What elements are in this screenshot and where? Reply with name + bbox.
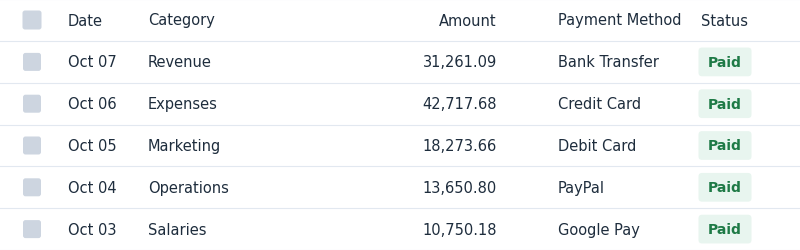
- FancyBboxPatch shape: [22, 12, 42, 30]
- FancyBboxPatch shape: [698, 48, 751, 77]
- Text: Revenue: Revenue: [148, 55, 212, 70]
- Text: Category: Category: [148, 14, 215, 28]
- Text: Paid: Paid: [708, 97, 742, 111]
- Text: Oct 05: Oct 05: [68, 138, 117, 154]
- Text: 13,650.80: 13,650.80: [422, 180, 497, 195]
- FancyBboxPatch shape: [23, 178, 41, 196]
- FancyBboxPatch shape: [698, 132, 751, 160]
- Text: Credit Card: Credit Card: [558, 97, 641, 112]
- FancyBboxPatch shape: [698, 173, 751, 202]
- Text: Paid: Paid: [708, 56, 742, 70]
- FancyBboxPatch shape: [23, 137, 41, 155]
- Text: Oct 07: Oct 07: [68, 55, 117, 70]
- FancyBboxPatch shape: [23, 220, 41, 238]
- Text: Date: Date: [68, 14, 103, 28]
- Text: Debit Card: Debit Card: [558, 138, 636, 154]
- Text: Operations: Operations: [148, 180, 229, 195]
- Text: Salaries: Salaries: [148, 222, 206, 237]
- FancyBboxPatch shape: [23, 95, 41, 113]
- Text: Google Pay: Google Pay: [558, 222, 640, 237]
- Text: Marketing: Marketing: [148, 138, 222, 154]
- Text: Status: Status: [702, 14, 749, 28]
- Text: Expenses: Expenses: [148, 97, 218, 112]
- FancyBboxPatch shape: [698, 90, 751, 118]
- Text: Oct 06: Oct 06: [68, 97, 117, 112]
- Text: Oct 04: Oct 04: [68, 180, 117, 195]
- FancyBboxPatch shape: [698, 215, 751, 244]
- Text: 18,273.66: 18,273.66: [422, 138, 497, 154]
- FancyBboxPatch shape: [23, 54, 41, 72]
- Text: Paid: Paid: [708, 139, 742, 153]
- Text: Bank Transfer: Bank Transfer: [558, 55, 659, 70]
- Text: 10,750.18: 10,750.18: [422, 222, 497, 237]
- Text: Paid: Paid: [708, 222, 742, 236]
- Text: Paid: Paid: [708, 180, 742, 194]
- Text: PayPal: PayPal: [558, 180, 605, 195]
- Text: Payment Method: Payment Method: [558, 14, 682, 28]
- Text: Amount: Amount: [439, 14, 497, 28]
- Text: 42,717.68: 42,717.68: [422, 97, 497, 112]
- Text: Oct 03: Oct 03: [68, 222, 117, 237]
- Text: 31,261.09: 31,261.09: [422, 55, 497, 70]
